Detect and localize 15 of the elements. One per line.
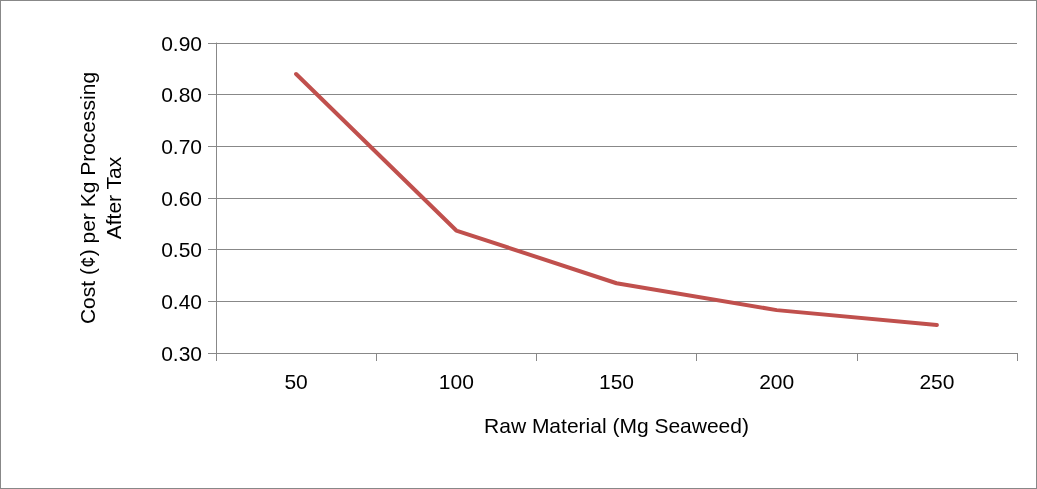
y-axis-title: Cost (¢) per Kg Processing After Tax: [75, 71, 125, 325]
x-axis-title: Raw Material (Mg Seaweed): [484, 414, 749, 437]
x-tick-label: 50: [284, 370, 308, 393]
x-tick-label: 200: [759, 370, 795, 393]
y-tick-label: 0.60: [161, 186, 202, 210]
y-tick-label: 0.50: [161, 238, 202, 262]
x-tick-label: 150: [598, 370, 635, 393]
y-tick-label: 0.90: [161, 31, 202, 55]
x-tick-label: 100: [438, 370, 474, 393]
line-series: [294, 72, 939, 328]
y-tick-label: 0.30: [161, 341, 202, 365]
y-tick-label: 0.40: [161, 289, 202, 313]
x-tick-label: 250: [919, 370, 955, 393]
y-tick-label: 0.70: [161, 134, 202, 158]
y-tick-label: 0.80: [161, 83, 202, 107]
